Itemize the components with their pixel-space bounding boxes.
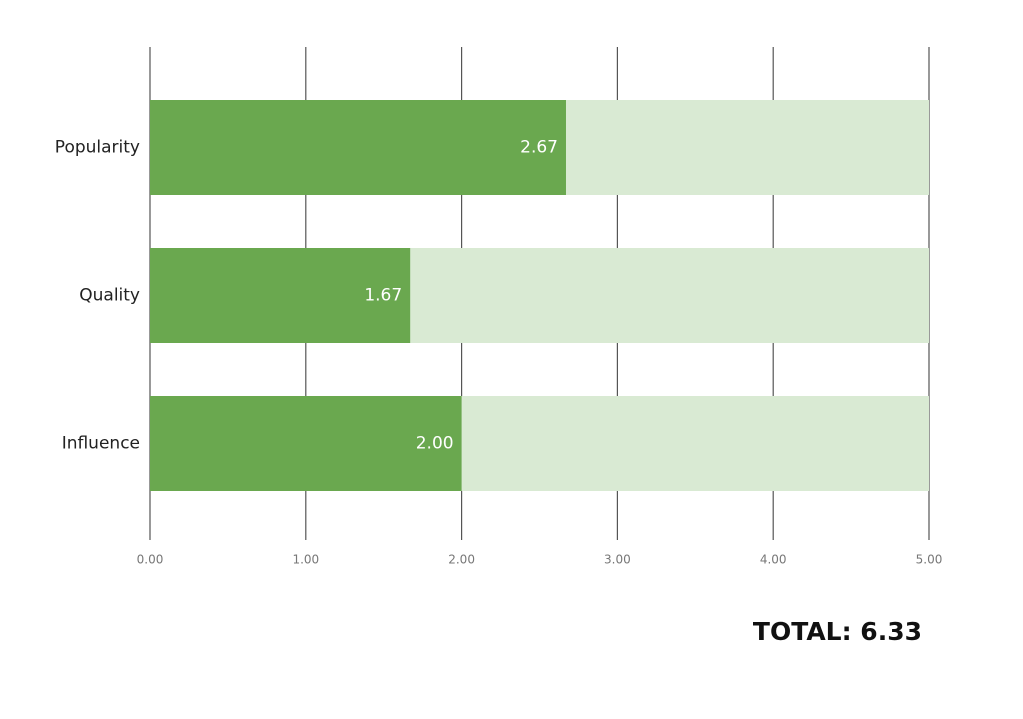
bar (150, 248, 411, 343)
value-label: 1.67 (364, 286, 402, 306)
x-tick-label: 4.00 (760, 553, 787, 567)
category-label: Popularity (55, 138, 140, 158)
value-label: 2.00 (416, 434, 454, 454)
category-label: Influence (62, 434, 140, 454)
value-label: 2.67 (520, 138, 558, 158)
x-tick-label: 3.00 (604, 553, 631, 567)
x-tick-label: 1.00 (292, 553, 319, 567)
x-tick-label: 0.00 (137, 553, 164, 567)
x-tick-label: 5.00 (916, 553, 943, 567)
total-label: TOTAL: 6.33 (753, 617, 922, 646)
category-label: Quality (79, 286, 140, 306)
bar (150, 396, 462, 491)
bar (150, 100, 566, 195)
x-tick-label: 2.00 (448, 553, 475, 567)
